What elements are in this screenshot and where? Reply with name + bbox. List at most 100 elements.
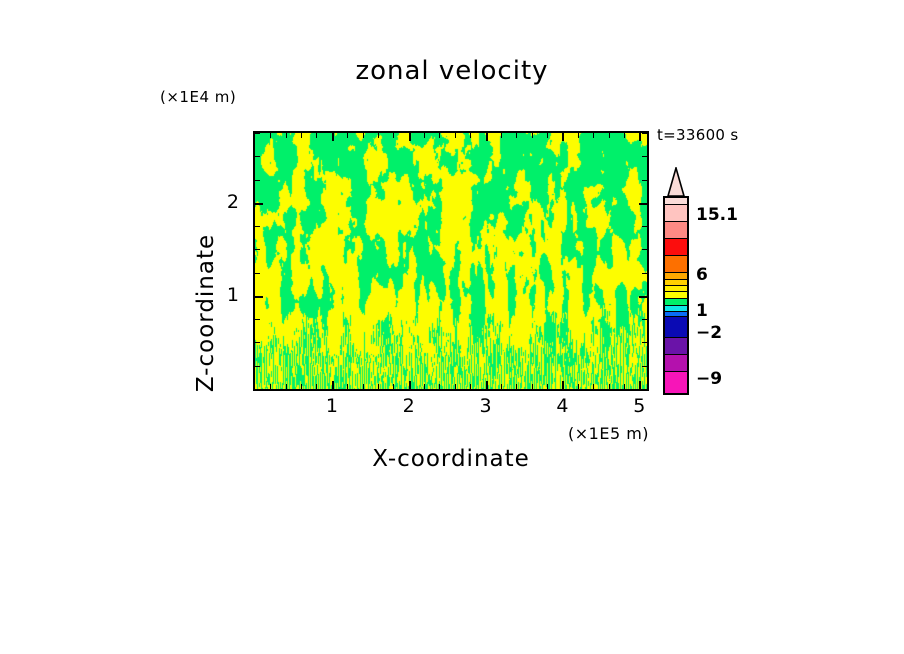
page-title: zonal velocity — [355, 56, 549, 86]
x-tick-bottom — [516, 384, 518, 389]
x-tick-top — [439, 133, 441, 138]
x-tick-top — [331, 133, 334, 141]
plot-area — [253, 131, 649, 391]
y-tick-right — [642, 249, 647, 251]
colorbar-band — [665, 305, 687, 313]
x-tick-bottom — [577, 384, 579, 389]
y-axis-title: Z-coordinate — [193, 233, 219, 393]
y-tick-right — [642, 133, 647, 134]
x-tick-top — [301, 133, 303, 138]
y-tick-left — [255, 272, 260, 274]
y-tick-left — [255, 295, 263, 298]
x-tick-bottom — [562, 381, 565, 389]
colorbar-band — [665, 317, 687, 339]
x-tick-top — [454, 133, 456, 138]
x-tick-label: 2 — [402, 395, 415, 417]
y-tick-right — [642, 179, 647, 181]
x-tick-bottom — [639, 381, 642, 389]
x-tick-bottom — [377, 384, 379, 389]
y-tick-right — [642, 226, 647, 228]
y-tick-right — [639, 295, 647, 298]
colorbar-band — [665, 279, 687, 286]
x-tick-bottom — [362, 384, 364, 389]
x-axis-title: X-coordinate — [372, 446, 530, 472]
colorbar-band — [665, 372, 687, 393]
x-tick-top — [531, 133, 533, 138]
y-tick-left — [255, 365, 260, 367]
x-tick-top — [623, 133, 625, 138]
y-tick-left — [255, 226, 260, 228]
x-tick-top — [408, 133, 411, 141]
time-stamp-label: t=33600 s — [657, 126, 739, 144]
y-tick-left — [255, 249, 260, 251]
x-tick-label: 3 — [479, 395, 492, 417]
colorbar-band — [665, 338, 687, 356]
x-tick-top — [470, 133, 472, 138]
colorbar-band — [665, 239, 687, 257]
colorbar-band — [665, 355, 687, 373]
x-tick-bottom — [408, 381, 411, 389]
x-tick-bottom — [470, 384, 472, 389]
x-axis-unit-label: (×1E5 m) — [568, 424, 650, 443]
x-tick-top — [362, 133, 364, 138]
x-tick-top — [347, 133, 349, 138]
x-tick-bottom — [593, 384, 595, 389]
colorbar-tick-label: 15.1 — [696, 205, 738, 225]
x-tick-bottom — [623, 384, 625, 389]
x-tick-bottom — [331, 381, 334, 389]
colorbar-arrow-icon — [666, 167, 686, 197]
y-tick-right — [642, 342, 647, 344]
colorbar-band — [665, 273, 687, 280]
y-tick-left — [255, 319, 260, 321]
x-tick-top — [270, 133, 272, 138]
x-tick-top — [562, 133, 565, 141]
colorbar-band — [665, 256, 687, 274]
y-tick-left — [255, 202, 263, 205]
y-tick-left — [255, 156, 260, 158]
y-axis-unit-label: (×1E4 m) — [160, 88, 237, 106]
colorbar-tick-label: 1 — [696, 301, 708, 321]
y-tick-label: 2 — [226, 190, 239, 213]
x-tick-label: 5 — [633, 395, 646, 417]
x-tick-top — [424, 133, 426, 138]
x-tick-top — [500, 133, 502, 138]
y-tick-left — [255, 179, 260, 181]
colorbar-band — [665, 292, 687, 299]
y-tick-right — [642, 319, 647, 321]
y-tick-left — [255, 133, 260, 134]
colorbar: 15.1 6 1 −2 −9 — [663, 167, 763, 395]
colorbar-band — [665, 205, 687, 223]
y-tick-left — [255, 342, 260, 344]
x-tick-bottom — [270, 384, 272, 389]
x-tick-top — [547, 133, 549, 138]
colorbar-tick-label: −9 — [696, 369, 723, 389]
x-tick-bottom — [393, 384, 395, 389]
colorbar-band — [665, 286, 687, 293]
x-tick-top — [485, 133, 488, 141]
colorbar-bands — [663, 196, 689, 395]
colorbar-tick-label: 6 — [696, 265, 708, 285]
x-tick-top — [593, 133, 595, 138]
x-tick-bottom — [454, 384, 456, 389]
x-tick-bottom — [439, 384, 441, 389]
x-tick-bottom — [500, 384, 502, 389]
y-tick-right — [642, 365, 647, 367]
x-tick-top — [577, 133, 579, 138]
y-tick-right — [639, 202, 647, 205]
x-tick-top — [393, 133, 395, 138]
x-tick-bottom — [347, 384, 349, 389]
y-tick-label: 1 — [226, 283, 239, 306]
x-tick-label: 4 — [556, 395, 569, 417]
x-tick-bottom — [608, 384, 610, 389]
colorbar-band — [665, 298, 687, 306]
x-tick-bottom — [531, 384, 533, 389]
x-tick-bottom — [301, 384, 303, 389]
x-tick-bottom — [547, 384, 549, 389]
colorbar-band — [665, 312, 687, 318]
x-tick-bottom — [316, 384, 318, 389]
x-tick-top — [516, 133, 518, 138]
x-tick-bottom — [424, 384, 426, 389]
colorbar-tick-label: −2 — [696, 323, 723, 343]
contour-field — [255, 133, 647, 389]
